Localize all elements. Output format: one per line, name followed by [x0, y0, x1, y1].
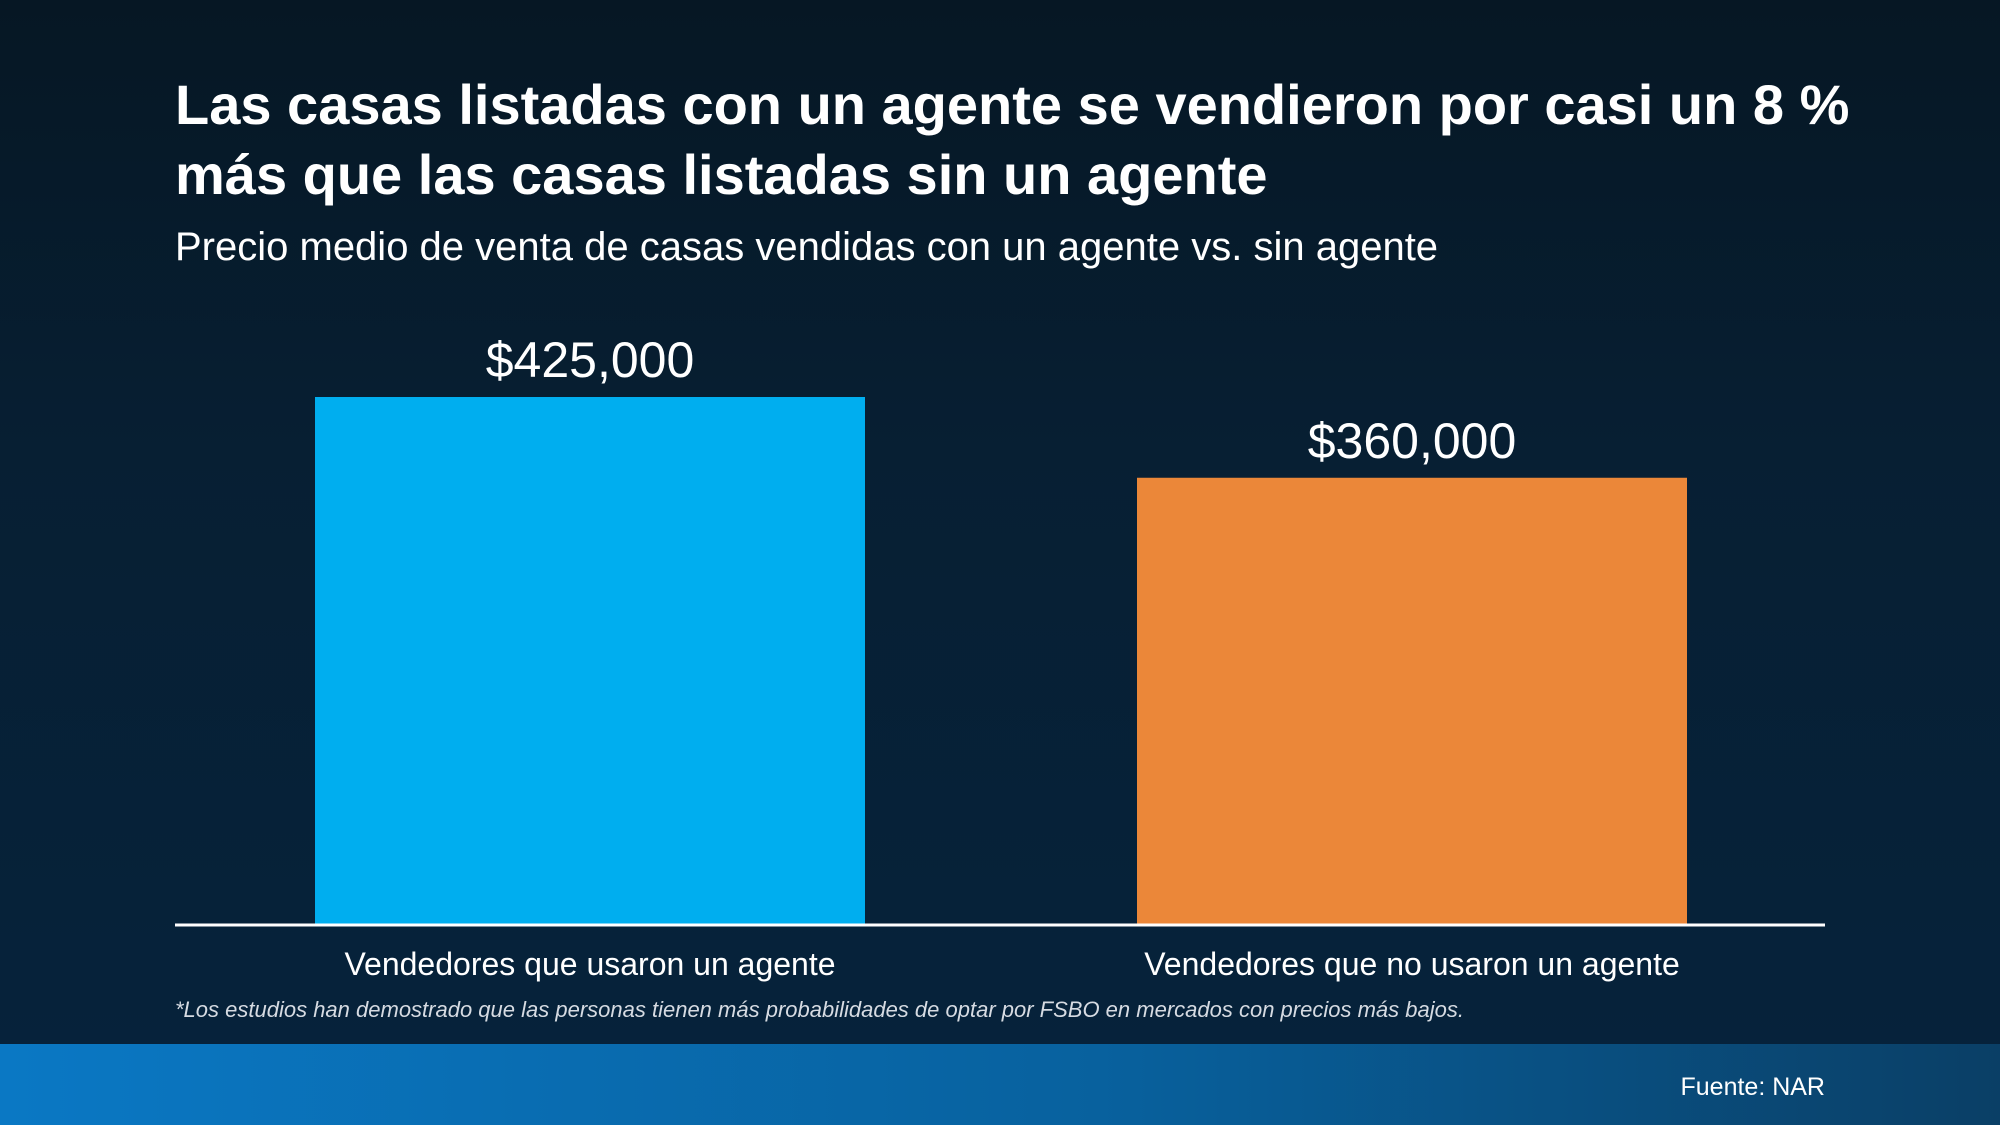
category-label-2: Vendedores que no usaron un agente — [1144, 946, 1680, 982]
category-label-1: Vendedores que usaron un agente — [344, 946, 835, 982]
chart-subtitle: Precio medio de venta de casas vendidas … — [175, 225, 1439, 269]
data-label-2: $360,000 — [1308, 413, 1517, 469]
footer-band: Fuente: NAR — [0, 1044, 2000, 1125]
chart-title: Las casas listadas con un agente se vend… — [175, 73, 1850, 206]
footnote: *Los estudios han demostrado que las per… — [175, 997, 1464, 1022]
bar-2 — [1137, 477, 1687, 925]
data-label-1: $425,000 — [486, 332, 695, 388]
source-label: Fuente: NAR — [1680, 1073, 1825, 1101]
bar-1 — [315, 397, 865, 925]
